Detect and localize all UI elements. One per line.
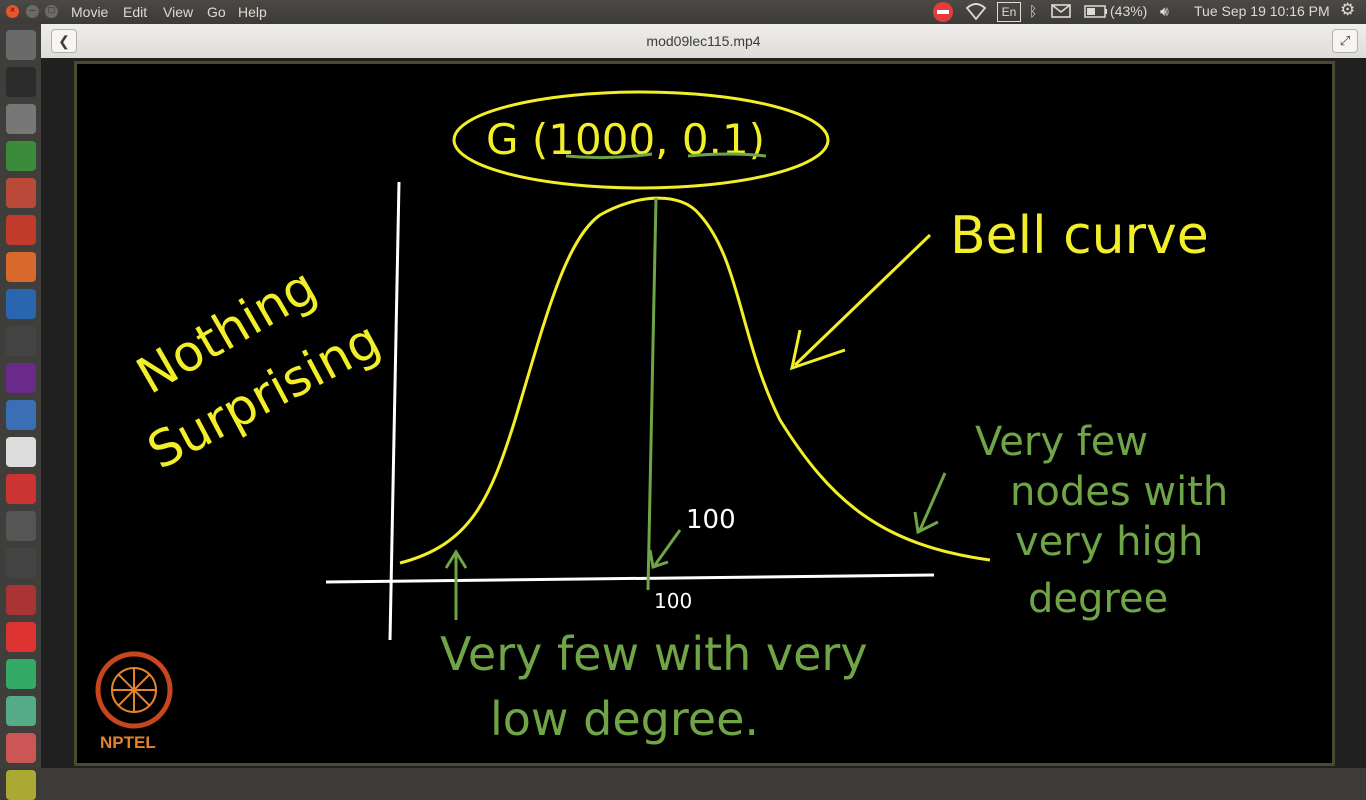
right-note-line4: degree	[1028, 576, 1168, 622]
r-icon[interactable]	[6, 289, 36, 319]
mail-icon[interactable]	[1051, 4, 1071, 21]
axis-tick-label: 100	[654, 589, 692, 613]
battery-percent: (43%)	[1110, 3, 1148, 19]
stack-icon[interactable]	[6, 696, 36, 726]
mean-line	[646, 197, 658, 591]
terminal-icon[interactable]	[6, 67, 36, 97]
player-header-bar: ❮ mod09lec115.mp4 ⤢	[41, 24, 1366, 59]
low-degree-arrow	[444, 549, 468, 620]
window-minimize-button[interactable]: –	[26, 5, 39, 18]
nptel-logo-text: NPTEL	[100, 733, 156, 752]
gp-icon[interactable]	[6, 659, 36, 689]
settings-icon[interactable]	[6, 585, 36, 615]
window-maximize-button[interactable]: □	[45, 5, 58, 18]
title-ellipse	[452, 90, 830, 190]
menu-edit[interactable]: Edit	[123, 4, 148, 20]
nptel-logo: NPTEL	[95, 651, 173, 752]
files-icon[interactable]	[6, 178, 36, 208]
text-editor-icon[interactable]	[6, 437, 36, 467]
menu-view[interactable]: View	[163, 4, 194, 20]
gear-icon[interactable]: ⚙	[1340, 0, 1356, 19]
high-degree-arrow	[913, 472, 947, 535]
underline-p	[687, 152, 767, 158]
back-button[interactable]: ❮	[51, 29, 77, 53]
launcher-sidebar	[0, 24, 42, 800]
chevron-left-icon: ❮	[58, 33, 70, 49]
blackboard-drawing: G (1000, 0.1) 100 100	[95, 90, 1228, 752]
chrome-icon[interactable]	[6, 141, 36, 171]
top-menu-bar: × – □ Movie Edit View Go Help En ᛒ (43%)…	[0, 0, 1366, 24]
right-note-line3: very high	[1015, 519, 1203, 565]
wifi-icon[interactable]	[965, 1, 987, 24]
bottom-note-line1: Very few with very	[440, 627, 868, 681]
more-icon[interactable]	[6, 770, 36, 800]
writer-icon[interactable]	[6, 400, 36, 430]
presentation-icon[interactable]	[6, 733, 36, 763]
fullscreen-button[interactable]: ⤢	[1332, 29, 1358, 53]
menu-help[interactable]: Help	[238, 4, 267, 20]
menu-go[interactable]: Go	[207, 4, 226, 20]
peak-arrow	[648, 529, 682, 569]
battery-icon[interactable]	[1084, 5, 1108, 21]
no-entry-icon[interactable]	[933, 2, 953, 22]
opera-icon[interactable]	[6, 622, 36, 652]
media-icon[interactable]	[6, 363, 36, 393]
bottom-note-line2: low degree.	[490, 692, 759, 746]
ipython-icon[interactable]	[6, 548, 36, 578]
calculator-icon[interactable]	[6, 104, 36, 134]
right-note-line1: Very few	[975, 419, 1148, 465]
menu-movie[interactable]: Movie	[71, 4, 109, 20]
bluetooth-icon[interactable]: ᛒ	[1029, 3, 1038, 19]
sublime-icon[interactable]	[6, 511, 36, 541]
x-axis	[325, 573, 935, 584]
peak-label: 100	[686, 505, 736, 535]
video-area[interactable]: G (1000, 0.1) 100 100	[41, 58, 1366, 768]
blackboard-frame: G (1000, 0.1) 100 100	[74, 61, 1335, 766]
right-note-line2: nodes with	[1010, 469, 1228, 515]
y-axis	[388, 181, 401, 641]
gmail-icon[interactable]	[6, 474, 36, 504]
underline-n	[565, 152, 653, 160]
evince-icon[interactable]	[6, 215, 36, 245]
clock[interactable]: Tue Sep 19 10:16 PM	[1194, 3, 1330, 19]
volume-icon[interactable]: 🔊︎	[1160, 3, 1169, 19]
expand-icon: ⤢	[1339, 33, 1351, 48]
bell-curve-label: Bell curve	[950, 206, 1209, 266]
window-close-button[interactable]: ×	[6, 5, 19, 18]
keyboard-layout-indicator[interactable]: En	[997, 2, 1021, 22]
dash-icon[interactable]	[6, 30, 36, 60]
window-title: mod09lec115.mp4	[646, 33, 761, 49]
video-icon[interactable]	[6, 326, 36, 356]
bell-curve	[399, 196, 991, 565]
bell-curve-arrow	[789, 233, 932, 371]
document-icon[interactable]	[6, 252, 36, 282]
